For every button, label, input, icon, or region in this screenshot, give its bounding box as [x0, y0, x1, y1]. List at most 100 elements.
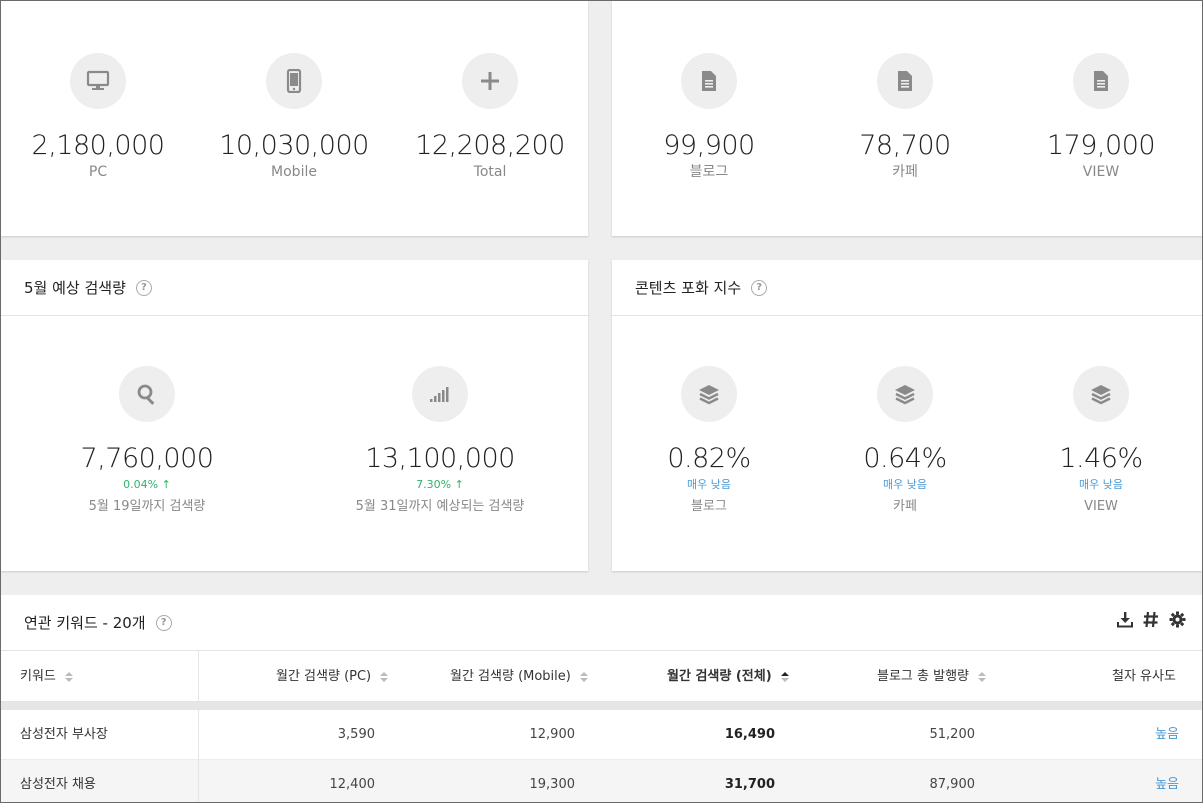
- saturation-level: 매우 낮음: [883, 478, 927, 491]
- sort-icon: [65, 671, 74, 682]
- sort-icon: [978, 671, 987, 682]
- cell-pc-volume: 3,590: [337, 727, 375, 742]
- card-title: 콘텐츠 포화 지수: [635, 279, 742, 297]
- column-label: 월간 검색량 (전체): [667, 669, 772, 684]
- hashtag-icon[interactable]: [1143, 611, 1159, 632]
- help-icon[interactable]: ?: [135, 279, 152, 296]
- trend-up: 7.30% ↑: [340, 478, 540, 492]
- saturation-value: 1.46%: [1059, 443, 1143, 474]
- column-label: 철자 유사도: [1112, 669, 1176, 684]
- column-total-volume[interactable]: 월간 검색량 (전체): [667, 651, 790, 702]
- cell-mobile-volume: 12,900: [529, 727, 576, 742]
- column-label: 키워드: [20, 669, 56, 684]
- stat-label: Mobile: [271, 164, 317, 180]
- stat-label: Total: [473, 164, 507, 180]
- trend-value: 7.30%: [416, 478, 452, 491]
- saturation-view: 1.46% 매우 낮음 VIEW: [1001, 366, 1201, 515]
- saturation-label: 카페: [893, 499, 917, 514]
- stat-pc: 2,180,000 PC: [0, 53, 198, 181]
- column-pc-volume[interactable]: 월간 검색량 (PC): [276, 651, 389, 702]
- stat-total: 12,208,200 Total: [390, 53, 590, 181]
- download-icon[interactable]: [1117, 611, 1133, 632]
- trend-value: 0.04%: [123, 478, 159, 491]
- table-tools: [1117, 611, 1186, 632]
- stat-value: 2,180,000: [31, 130, 165, 161]
- cell-spelling-similarity[interactable]: 높음: [1155, 727, 1179, 742]
- document-icon: [1073, 53, 1129, 109]
- saturation-level: 매우 낮음: [1079, 478, 1123, 491]
- saturation-value: 0.82%: [667, 443, 751, 474]
- stat-label: 블로그: [689, 164, 729, 180]
- stat-value: 78,700: [859, 130, 951, 161]
- cell-blog-count: 51,200: [929, 727, 976, 742]
- cell-keyword[interactable]: 삼성전자 채용: [20, 777, 96, 792]
- table-row[interactable]: 삼성전자 채용 12,400 19,300 31,700 87,900 높음: [0, 760, 1203, 803]
- layers-icon: [877, 366, 933, 422]
- cell-total-volume: 31,700: [724, 777, 775, 792]
- card-title: 5월 예상 검색량: [24, 279, 126, 297]
- arrow-up-icon: ↑: [161, 478, 171, 491]
- document-icon: [681, 53, 737, 109]
- content-count-card: 99,900 블로그 78,700 카페 179,000 VIEW: [612, 1, 1202, 236]
- search-volume-card: 2,180,000 PC 10,030,000 Mobile 12,208,20…: [1, 1, 588, 236]
- table-header: 키워드 월간 검색량 (PC) 월간 검색량 (Mobile) 월간 검색량 (…: [0, 651, 1203, 702]
- forecast-value: 7,760,000: [80, 443, 214, 474]
- table-row[interactable]: 삼성전자 부사장 3,590 12,900 16,490 51,200 높음: [0, 710, 1203, 760]
- cell-pc-volume: 12,400: [329, 777, 376, 792]
- saturation-header: 콘텐츠 포화 지수 ?: [612, 260, 1202, 316]
- stat-label: VIEW: [1082, 164, 1120, 180]
- saturation-card: 콘텐츠 포화 지수 ? 0.82% 매우 낮음 블로그 0.64% 매우 낮음 …: [612, 260, 1202, 571]
- stat-label: 카페: [892, 164, 918, 180]
- help-icon[interactable]: ?: [751, 279, 768, 296]
- stat-label: PC: [88, 164, 108, 180]
- stat-blog: 99,900 블로그: [609, 53, 809, 181]
- sort-icon: [380, 671, 389, 682]
- column-mobile-volume[interactable]: 월간 검색량 (Mobile): [450, 651, 588, 702]
- column-spelling-similarity[interactable]: 철자 유사도: [1112, 651, 1176, 702]
- stat-value: 99,900: [663, 130, 755, 161]
- stat-mobile: 10,030,000 Mobile: [194, 53, 394, 181]
- card-title: 연관 키워드 - 20개: [24, 614, 146, 632]
- monitor-icon: [70, 53, 126, 109]
- column-label: 월간 검색량 (Mobile): [450, 669, 571, 684]
- forecast-caption: 5월 19일까지 검색량: [88, 499, 206, 514]
- trend-up: 0.04% ↑: [47, 478, 247, 492]
- forecast-header: 5월 예상 검색량 ?: [1, 260, 588, 316]
- cell-mobile-volume: 19,300: [529, 777, 576, 792]
- search-icon: [119, 366, 175, 422]
- column-blog-count[interactable]: 블로그 총 발행량: [877, 651, 987, 702]
- gear-icon[interactable]: [1169, 611, 1186, 632]
- stat-value: 10,030,000: [219, 130, 369, 161]
- cell-spelling-similarity[interactable]: 높음: [1155, 777, 1179, 792]
- layers-icon: [681, 366, 737, 422]
- saturation-blog: 0.82% 매우 낮음 블로그: [609, 366, 809, 515]
- forecast-current: 7,760,000 0.04% ↑ 5월 19일까지 검색량: [47, 366, 247, 515]
- mobile-icon: [266, 53, 322, 109]
- saturation-cafe: 0.64% 매우 낮음 카페: [805, 366, 1005, 515]
- forecast-value: 13,100,000: [365, 443, 515, 474]
- saturation-level: 매우 낮음: [687, 478, 731, 491]
- related-header: 연관 키워드 - 20개 ?: [1, 595, 1202, 651]
- column-label: 블로그 총 발행량: [877, 669, 969, 684]
- column-keyword[interactable]: 키워드: [20, 651, 74, 702]
- forecast-caption: 5월 31일까지 예상되는 검색량: [355, 499, 525, 514]
- sort-icon: [580, 671, 588, 682]
- document-icon: [877, 53, 933, 109]
- table-divider: [1, 702, 1202, 710]
- layers-icon: [1073, 366, 1129, 422]
- column-label: 월간 검색량 (PC): [276, 669, 372, 684]
- stat-view: 179,000 VIEW: [1001, 53, 1201, 181]
- sort-desc-icon: [781, 671, 790, 682]
- signal-bars-icon: [412, 366, 468, 422]
- arrow-up-icon: ↑: [454, 478, 464, 491]
- help-icon[interactable]: ?: [155, 614, 172, 631]
- cell-keyword[interactable]: 삼성전자 부사장: [20, 727, 108, 742]
- stat-cafe: 78,700 카페: [805, 53, 1005, 181]
- saturation-value: 0.64%: [863, 443, 947, 474]
- stat-value: 179,000: [1046, 130, 1156, 161]
- plus-icon: [462, 53, 518, 109]
- forecast-card: 5월 예상 검색량 ? 7,760,000 0.04% ↑ 5월 19일까지 검…: [1, 260, 588, 571]
- saturation-label: VIEW: [1084, 499, 1118, 514]
- forecast-projected: 13,100,000 7.30% ↑ 5월 31일까지 예상되는 검색량: [340, 366, 540, 515]
- stat-value: 12,208,200: [415, 130, 565, 161]
